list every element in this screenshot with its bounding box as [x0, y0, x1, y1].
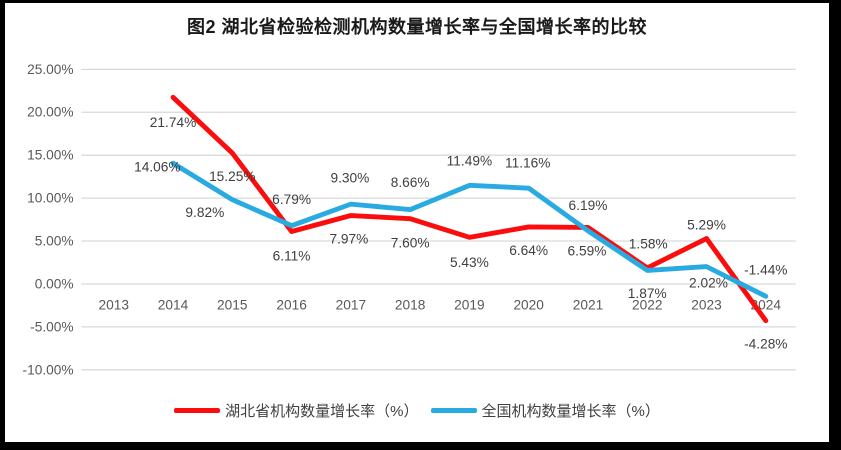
x-axis-label: 2022: [632, 297, 662, 312]
legend-item-national: 全国机构数量增长率（%）: [430, 400, 660, 421]
x-axis-label: 2014: [158, 297, 189, 312]
data-label: 14.06%: [134, 160, 180, 175]
series-line-national: [170, 160, 769, 299]
line-chart: 25.00% 20.00% 15.00% 10.00% 5.00% 0.00% -5.00%…: [23, 62, 796, 377]
x-axis-label: 2019: [454, 297, 484, 312]
chart-title: 图2 湖北省检验检测机构数量增长率与全国增长率的比较: [186, 17, 647, 37]
data-label: 7.97%: [329, 231, 368, 246]
legend-swatch-hubei-red-line: [174, 408, 221, 413]
data-label: 11.16%: [505, 155, 550, 170]
data-label: 9.30%: [330, 170, 369, 185]
x-axis-label: 2015: [217, 297, 248, 312]
y-axis-tick-label: 0.00%: [35, 276, 74, 291]
x-axis-label: 2023: [691, 297, 721, 312]
chart-legend: 湖北省机构数量增长率（%） 全国机构数量增长率（%）: [5, 400, 829, 421]
data-label: 5.29%: [687, 217, 726, 232]
x-axis-label: 2016: [276, 297, 306, 312]
x-axis-label: 2020: [513, 297, 544, 312]
data-label: 6.79%: [272, 192, 311, 207]
data-label: 21.74%: [150, 115, 196, 130]
data-label: 11.49%: [447, 153, 492, 168]
y-axis-tick-label: 10.00%: [27, 191, 73, 206]
y-axis-tick-label: -5.00%: [30, 319, 73, 334]
series-line-hubei: [170, 94, 769, 324]
data-label: 15.25%: [209, 169, 255, 184]
data-label: 1.87%: [628, 286, 667, 301]
data-label: 6.59%: [568, 243, 607, 258]
legend-swatch-national-blue-line: [430, 408, 477, 413]
data-label: 6.64%: [509, 243, 548, 258]
data-label: 5.43%: [450, 255, 489, 270]
data-label: 8.66%: [391, 175, 430, 190]
y-axis-tick-label: 20.00%: [27, 105, 73, 120]
data-label: 7.60%: [391, 236, 430, 251]
y-axis-tick-label: 15.00%: [27, 148, 73, 163]
data-label: 6.19%: [569, 198, 608, 213]
data-label: 1.58%: [629, 237, 668, 252]
data-label: 2.02%: [689, 276, 728, 291]
legend-item-hubei: 湖北省机构数量增长率（%）: [174, 400, 419, 421]
y-axis-tick-label: 5.00%: [35, 234, 74, 249]
x-axis-label: 2017: [336, 297, 366, 312]
data-label: 6.11%: [273, 248, 311, 263]
data-label: -4.28%: [744, 337, 787, 352]
data-label: -1.44%: [744, 262, 787, 277]
y-axis-tick-label: -10.00%: [23, 362, 74, 377]
x-axis-label: 2018: [395, 297, 426, 312]
data-label: 9.82%: [185, 205, 224, 220]
x-axis-label: 2021: [573, 297, 603, 312]
x-axis-label: 2013: [99, 297, 129, 312]
legend-label-national: 全国机构数量增长率（%）: [481, 403, 660, 420]
legend-label-hubei: 湖北省机构数量增长率（%）: [225, 403, 419, 420]
y-axis-tick-label: 25.00%: [27, 62, 73, 77]
